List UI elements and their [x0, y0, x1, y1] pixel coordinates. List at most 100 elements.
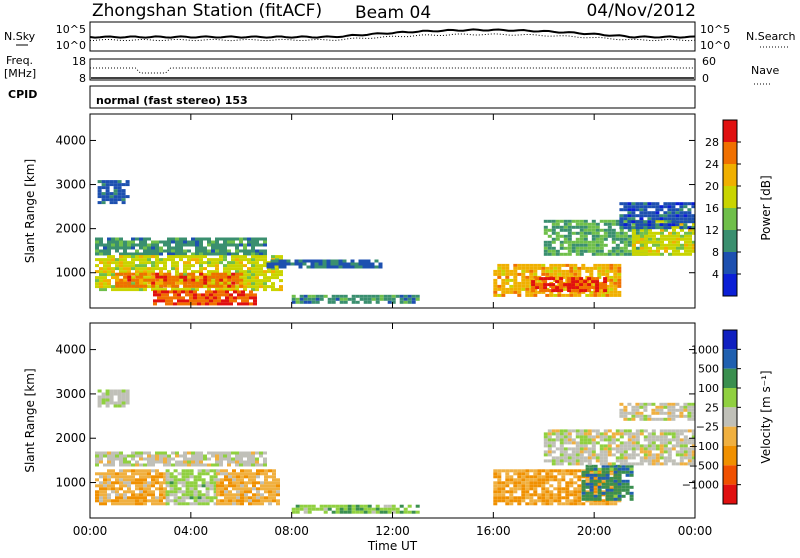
power-cell	[215, 272, 220, 276]
power-cell	[632, 243, 636, 247]
power-cell	[155, 243, 159, 247]
velocity-cell	[252, 496, 256, 500]
power-cell	[561, 263, 566, 267]
power-cell	[623, 208, 628, 212]
velocity-cell	[613, 473, 618, 477]
power-cell	[383, 297, 388, 301]
velocity-cell	[623, 444, 628, 448]
power-cell	[667, 220, 672, 224]
power-cell	[583, 231, 588, 235]
power-cell	[322, 265, 327, 269]
velocity-cell	[211, 451, 215, 455]
power-cell	[199, 275, 204, 279]
power-cell	[219, 288, 223, 292]
power-cell	[339, 297, 344, 301]
velocity-cell	[103, 502, 107, 506]
velocity-cell	[163, 457, 167, 461]
velocity-cell	[303, 507, 308, 511]
velocity-cell	[159, 496, 163, 500]
power-cell	[571, 243, 576, 247]
power-cell	[551, 277, 556, 281]
velocity-cell	[220, 478, 224, 482]
velocity-cell	[151, 484, 155, 488]
power-cell	[595, 222, 600, 226]
velocity-cell	[627, 435, 632, 439]
power-cell	[627, 202, 632, 206]
power-cell	[203, 237, 207, 241]
velocity-cell	[272, 490, 276, 494]
velocity-cell	[647, 441, 652, 445]
power-cell	[207, 258, 211, 262]
velocity-cell	[155, 451, 159, 455]
velocity-cell	[335, 510, 340, 514]
velocity-cell	[109, 401, 114, 405]
power-cell	[635, 228, 640, 232]
power-cell	[363, 294, 368, 298]
velocity-cell	[276, 481, 280, 485]
colorbar-segment	[723, 164, 737, 186]
velocity-cell	[163, 451, 167, 455]
velocity-cell	[521, 496, 526, 500]
power-cell	[589, 281, 594, 285]
power-cell	[183, 261, 187, 265]
power-cell	[551, 222, 556, 226]
power-cell	[171, 249, 175, 253]
power-cell	[513, 284, 518, 288]
power-cell	[531, 283, 536, 287]
power-cell	[501, 269, 506, 273]
velocity-cell	[623, 447, 628, 451]
power-cell	[591, 219, 596, 223]
power-cell	[203, 261, 207, 265]
velocity-cell	[295, 504, 300, 508]
power-cell	[274, 262, 279, 266]
power-cell	[543, 283, 548, 287]
velocity-cell	[111, 499, 115, 503]
velocity-cell	[573, 487, 578, 491]
velocity-cell	[232, 469, 236, 473]
velocity-cell	[224, 472, 228, 476]
power-cell	[119, 267, 123, 271]
velocity-cell	[583, 447, 588, 451]
velocity-cell	[189, 472, 194, 476]
velocity-cell	[563, 429, 568, 433]
power-cell	[227, 267, 231, 271]
velocity-cell	[659, 450, 664, 454]
velocity-cell	[228, 490, 232, 494]
power-cell	[271, 273, 275, 277]
power-cell	[619, 237, 624, 241]
power-cell	[688, 240, 692, 244]
velocity-cell	[595, 441, 600, 445]
velocity-cell	[557, 499, 562, 503]
velocity-cell	[220, 493, 224, 497]
power-cell	[121, 198, 126, 202]
velocity-cell	[103, 490, 107, 494]
power-cell	[127, 261, 131, 265]
velocity-cell	[577, 490, 582, 494]
velocity-cell	[525, 475, 530, 479]
velocity-cell	[555, 459, 560, 463]
velocity-cell	[587, 429, 592, 433]
power-cell	[223, 249, 227, 253]
power-cell	[255, 267, 259, 271]
power-cell	[225, 290, 229, 294]
velocity-cell	[647, 444, 652, 448]
velocity-cell	[185, 472, 190, 476]
velocity-cell	[165, 499, 170, 503]
velocity-cell	[591, 453, 596, 457]
velocity-cell	[687, 450, 692, 454]
velocity-cell	[551, 441, 556, 445]
power-cell	[167, 270, 171, 274]
power-cell	[113, 189, 118, 193]
velocity-cell	[597, 485, 602, 489]
velocity-cell	[643, 447, 648, 451]
power-cell	[607, 249, 612, 253]
velocity-cell	[243, 460, 247, 464]
velocity-cell	[679, 456, 684, 460]
power-cell	[95, 237, 99, 241]
power-cell	[543, 225, 548, 229]
power-cell	[563, 234, 568, 238]
velocity-cell	[517, 472, 522, 476]
velocity-cell	[655, 408, 660, 412]
velocity-cell	[123, 472, 127, 476]
power-cell	[318, 259, 323, 263]
